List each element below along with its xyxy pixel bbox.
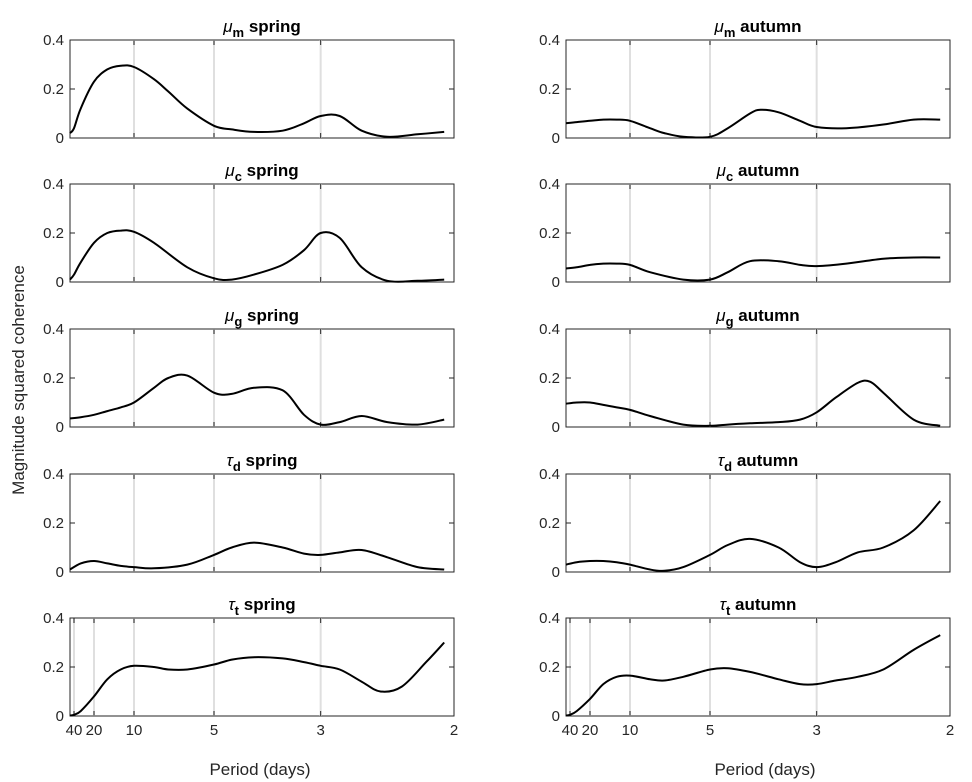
- axes-box: [69, 183, 455, 283]
- y-tick-label: 0: [56, 708, 64, 725]
- x-tick-label: 5: [706, 722, 714, 739]
- y-tick-label: 0.4: [539, 321, 560, 338]
- coherence-line: [69, 229, 445, 283]
- x-tick-label: 40: [66, 722, 83, 739]
- x-tick-label: 3: [316, 722, 324, 739]
- y-tick-label: 0: [56, 274, 64, 291]
- panels-group: 0 0.2 0.4 μm spring 0 0.2 0.4 μm autumn 0 0.2 0.4 μ…: [43, 17, 954, 739]
- x-tick-label: 20: [86, 722, 103, 739]
- panel-title: μc autumn: [716, 161, 800, 184]
- coherence-line: [565, 379, 941, 427]
- coherence-line: [565, 634, 941, 717]
- panel-title: μg spring: [224, 306, 299, 329]
- panel-g-spring: 0 0.2 0.4 μg spring: [43, 306, 455, 436]
- panel-t-spring: 0 0.2 0.4 40 20 10 5 3 2 τt spring: [43, 595, 458, 739]
- panel-title: τd spring: [227, 451, 298, 474]
- y-tick-label: 0: [552, 419, 560, 436]
- panel-title: μm autumn: [714, 17, 802, 40]
- axes-box: [565, 328, 951, 428]
- axes-box: [565, 617, 951, 717]
- figure-ylabel: Magnitude squared coherence: [9, 265, 28, 495]
- y-tick-label: 0: [56, 419, 64, 436]
- panel-c-spring: 0 0.2 0.4 μc spring: [43, 161, 455, 291]
- coherence-line: [565, 256, 941, 282]
- axes-box: [69, 328, 455, 428]
- panel-d-autumn: 0 0.2 0.4 τd autumn: [539, 451, 951, 581]
- y-tick-label: 0.2: [539, 225, 560, 242]
- axes-box: [69, 39, 455, 139]
- x-tick-label: 2: [946, 722, 954, 739]
- y-tick-label: 0.4: [539, 32, 560, 49]
- panel-title: μg autumn: [715, 306, 799, 329]
- coherence-line: [69, 641, 445, 717]
- axes-box: [565, 183, 951, 283]
- y-tick-label: 0.4: [43, 176, 64, 193]
- panel-d-spring: 0 0.2 0.4 τd spring: [43, 451, 455, 581]
- axes-box: [69, 473, 455, 573]
- y-tick-label: 0.4: [43, 466, 64, 483]
- y-tick-label: 0.2: [43, 225, 64, 242]
- x-tick-label: 3: [812, 722, 820, 739]
- y-tick-label: 0.2: [539, 659, 560, 676]
- y-tick-label: 0.2: [43, 81, 64, 98]
- panel-c-autumn: 0 0.2 0.4 μc autumn: [539, 161, 951, 291]
- panel-g-autumn: 0 0.2 0.4 μg autumn: [539, 306, 951, 436]
- y-tick-label: 0.4: [43, 32, 64, 49]
- y-tick-label: 0.2: [43, 370, 64, 387]
- figure-xlabel-right: Period (days): [714, 760, 815, 779]
- y-tick-label: 0: [56, 564, 64, 581]
- y-tick-label: 0.4: [43, 321, 64, 338]
- y-tick-label: 0.4: [539, 176, 560, 193]
- x-tick-label: 10: [622, 722, 639, 739]
- y-tick-label: 0.4: [539, 610, 560, 627]
- y-tick-label: 0.2: [539, 370, 560, 387]
- y-tick-label: 0: [552, 708, 560, 725]
- coherence-line: [565, 500, 941, 572]
- y-tick-label: 0.2: [43, 515, 64, 532]
- y-tick-label: 0: [552, 564, 560, 581]
- y-tick-label: 0: [552, 130, 560, 147]
- panel-t-autumn: 0 0.2 0.4 40 20 10 5 3 2 τt autumn: [539, 595, 954, 739]
- y-tick-label: 0.4: [539, 466, 560, 483]
- y-tick-label: 0: [56, 130, 64, 147]
- figure-xlabel-left: Period (days): [209, 760, 310, 779]
- y-tick-label: 0.2: [43, 659, 64, 676]
- x-tick-label: 20: [582, 722, 599, 739]
- axes-box: [565, 473, 951, 573]
- y-tick-label: 0.2: [539, 515, 560, 532]
- panel-title: τt spring: [228, 595, 295, 618]
- y-tick-label: 0: [552, 274, 560, 291]
- x-tick-label: 5: [210, 722, 218, 739]
- y-tick-label: 0.2: [539, 81, 560, 98]
- y-tick-label: 0.4: [43, 610, 64, 627]
- panel-title: τt autumn: [720, 595, 797, 618]
- coherence-line: [69, 373, 445, 426]
- coherence-line: [69, 64, 445, 138]
- panel-title: μc spring: [224, 161, 298, 184]
- x-tick-label: 40: [562, 722, 579, 739]
- coherence-line: [69, 541, 445, 571]
- panel-title: μm spring: [222, 17, 301, 40]
- panel-m-autumn: 0 0.2 0.4 μm autumn: [539, 17, 951, 147]
- coherence-line: [565, 108, 941, 139]
- panel-m-spring: 0 0.2 0.4 μm spring: [43, 17, 455, 147]
- panel-title: τd autumn: [718, 451, 798, 474]
- x-tick-label: 10: [126, 722, 143, 739]
- x-tick-label: 2: [450, 722, 458, 739]
